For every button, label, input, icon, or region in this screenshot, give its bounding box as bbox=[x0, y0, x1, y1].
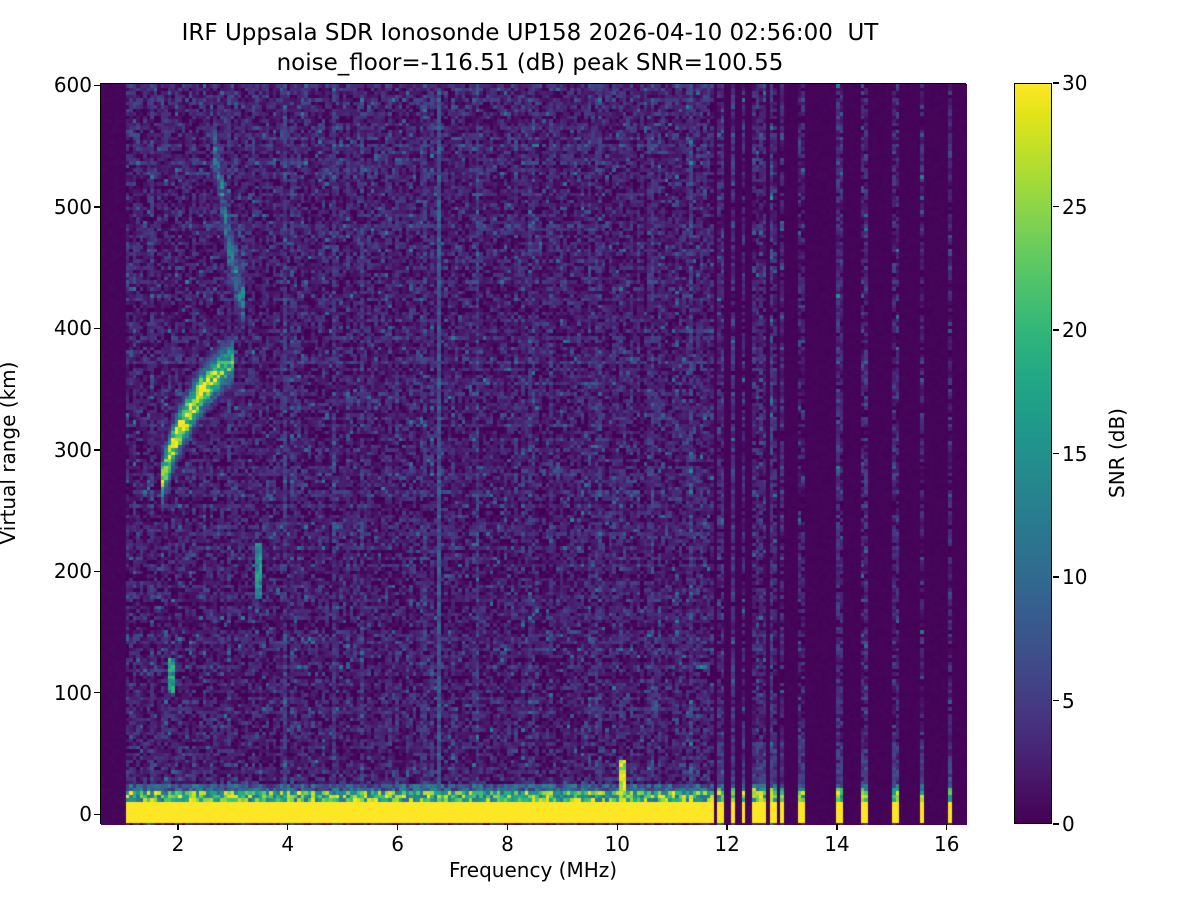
colorbar-tick-label: 25 bbox=[1062, 194, 1088, 219]
colorbar-tick-mark bbox=[1053, 82, 1059, 84]
colorbar-tick-label: 15 bbox=[1062, 441, 1088, 466]
x-tick-label: 16 bbox=[934, 832, 960, 856]
x-tick-label: 14 bbox=[824, 832, 850, 856]
y-tick-label: 600 bbox=[53, 73, 92, 98]
y-tick-label: 500 bbox=[53, 194, 92, 219]
x-tick-mark bbox=[726, 824, 728, 830]
x-tick-mark bbox=[616, 824, 618, 830]
x-axis-label: Frequency (MHz) bbox=[448, 858, 618, 882]
colorbar-tick-label: 30 bbox=[1062, 71, 1088, 95]
y-axis-label: Virtual range (km) bbox=[0, 361, 20, 545]
y-tick-label: 100 bbox=[53, 680, 92, 705]
x-tick-mark bbox=[396, 824, 399, 830]
y-tick-mark bbox=[94, 570, 100, 572]
x-tick-mark bbox=[506, 824, 509, 830]
title-line-1: IRF Uppsala SDR Ionosonde UP158 2026-04-… bbox=[181, 20, 879, 46]
x-tick-mark bbox=[287, 824, 289, 830]
colorbar bbox=[1014, 83, 1052, 824]
colorbar-tick-label: 10 bbox=[1062, 565, 1088, 589]
x-tick-label: 10 bbox=[604, 832, 631, 856]
x-tick-label: 4 bbox=[281, 832, 295, 856]
figure-title: IRF Uppsala SDR Ionosonde UP158 2026-04-… bbox=[0, 18, 1060, 78]
colorbar-tick-mark bbox=[1053, 823, 1059, 825]
y-tick-label: 0 bbox=[79, 802, 92, 827]
y-tick-mark bbox=[94, 692, 100, 694]
x-tick-label: 2 bbox=[171, 832, 185, 856]
ionogram-heatmap bbox=[101, 84, 967, 825]
colorbar-label: SNR (dB) bbox=[1105, 408, 1129, 498]
colorbar-gradient bbox=[1015, 84, 1051, 823]
y-tick-mark bbox=[94, 449, 100, 451]
x-tick-mark bbox=[836, 824, 838, 830]
y-tick-label: 300 bbox=[53, 437, 92, 462]
colorbar-tick-mark bbox=[1053, 205, 1059, 208]
x-tick-label: 8 bbox=[501, 832, 514, 856]
colorbar-tick-label: 5 bbox=[1062, 688, 1075, 713]
y-tick-mark bbox=[94, 84, 100, 87]
colorbar-tick-label: 20 bbox=[1062, 318, 1088, 342]
colorbar-tick-mark bbox=[1053, 452, 1059, 455]
colorbar-tick-mark bbox=[1053, 699, 1059, 702]
y-tick-mark bbox=[94, 327, 100, 330]
y-tick-label: 200 bbox=[53, 559, 92, 584]
colorbar-tick-mark bbox=[1053, 329, 1059, 331]
y-tick-mark bbox=[94, 813, 100, 815]
ionogram-plot-area bbox=[100, 83, 967, 825]
colorbar-tick-label: 0 bbox=[1062, 812, 1075, 836]
y-tick-label: 400 bbox=[53, 316, 92, 341]
y-tick-mark bbox=[94, 206, 100, 208]
x-tick-mark bbox=[177, 824, 179, 830]
title-line-2: noise_floor=-116.51 (dB) peak SNR=100.55 bbox=[276, 50, 784, 76]
x-tick-mark bbox=[946, 824, 948, 830]
x-tick-label: 12 bbox=[714, 832, 740, 856]
x-tick-label: 6 bbox=[391, 832, 404, 856]
colorbar-tick-mark bbox=[1053, 576, 1059, 578]
